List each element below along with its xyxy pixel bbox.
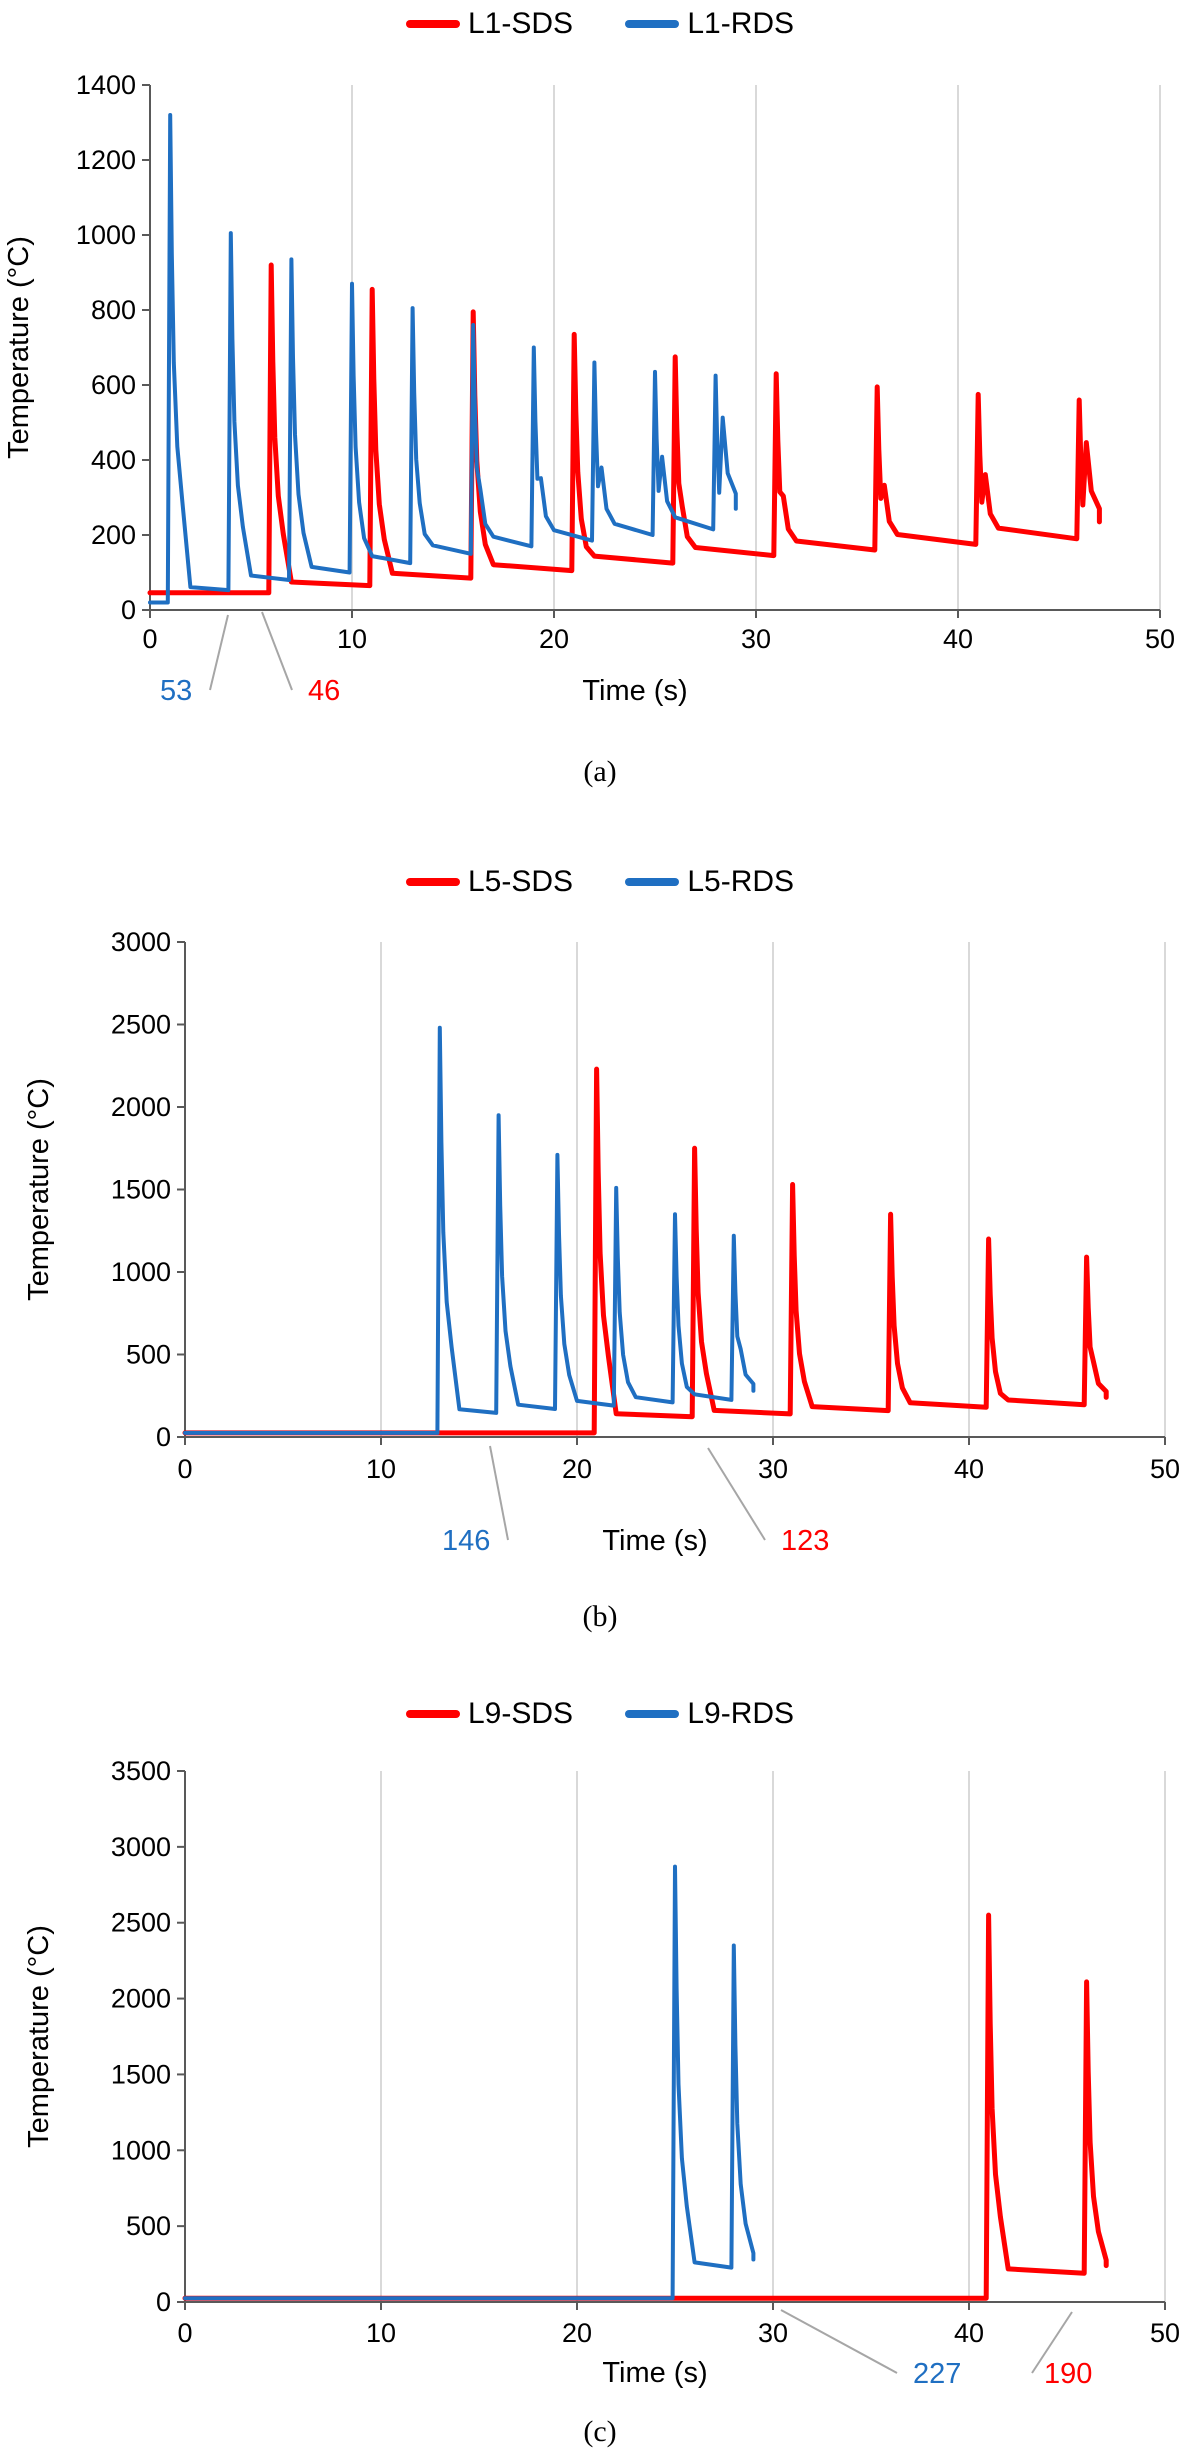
chart-panel-c: L9-SDS L9-RDS 0 500 1000 1500 2000 2500 3000 35… [0, 1680, 1200, 2458]
y-tick-label: 400 [91, 445, 136, 475]
chart-panel-b: L5-SDS L5-RDS 0 500 1000 1500 2000 2500 3000 0 1… [0, 850, 1200, 1660]
x-tick-label: 40 [954, 1454, 984, 1484]
series-line-l5-rds [183, 1025, 756, 1435]
legend-swatch-sds [405, 1710, 460, 1718]
x-tick-label: 50 [1150, 2318, 1180, 2348]
legend-label: L5-SDS [467, 865, 573, 898]
chart-legend: L1-SDS L1-RDS [0, 2, 1200, 41]
y-tick-label: 3500 [111, 1756, 171, 1786]
annotation-label: 123 [781, 1525, 829, 1557]
annotation-label: 146 [442, 1525, 490, 1557]
legend-entry: L1-RDS [625, 7, 794, 41]
y-tick-label: 1400 [76, 70, 136, 100]
legend-entry: L9-SDS [405, 1697, 573, 1731]
x-tick-label: 10 [366, 1454, 396, 1484]
x-tick-label: 40 [943, 624, 973, 654]
figure-caption: (c) [583, 2415, 617, 2448]
x-axis-label: Time (s) [602, 2357, 707, 2389]
chart-svg: 0 500 1000 1500 2000 2500 3000 0 10 20 30 40 50 Time … [23, 927, 1180, 1557]
legend-swatch-rds [625, 1710, 680, 1718]
y-tick-label: 1200 [76, 145, 136, 175]
y-tick-label: 2000 [111, 1984, 171, 2014]
legend-swatch-rds [625, 20, 680, 28]
series-line-l9-sds [182, 1912, 1109, 2301]
chart-svg: 0 500 1000 1500 2000 2500 3000 3500 0 10 20 30 40 50 T… [23, 1756, 1180, 2390]
y-tick-label: 0 [156, 1422, 171, 1452]
x-axis-label: Time (s) [582, 675, 687, 707]
x-tick-label: 30 [758, 2318, 788, 2348]
annotation-label: 53 [160, 675, 192, 707]
legend-entry: L9-RDS [625, 1697, 794, 1731]
y-tick-label: 1000 [76, 220, 136, 250]
y-tick-label: 2500 [111, 1010, 171, 1040]
y-tick-label: 1500 [111, 1175, 171, 1205]
annotation-leader [780, 2309, 898, 2374]
y-tick-label: 3000 [111, 1832, 171, 1862]
series-line-l9-rds [183, 1864, 756, 2301]
annotation-label: 46 [308, 675, 340, 707]
chart-legend: L9-SDS L9-RDS [0, 1692, 1200, 1731]
annotation-leader [261, 611, 293, 691]
annotation-label: 227 [913, 2358, 961, 2390]
series-line-l1-rds [148, 113, 738, 605]
legend-label: L9-RDS [687, 1697, 795, 1730]
y-axis-label: Temperature (°C) [23, 1078, 55, 1301]
series-line-l1-sds [147, 262, 1102, 596]
annotation-leader [1031, 2311, 1073, 2374]
y-tick-label: 1500 [111, 2059, 171, 2089]
legend-entry: L5-RDS [625, 865, 794, 899]
legend-entry: L5-SDS [405, 865, 573, 899]
x-tick-label: 0 [142, 624, 157, 654]
legend-label: L1-SDS [467, 7, 573, 40]
y-axis-label: Temperature (°C) [3, 236, 35, 459]
annotation-leader [489, 1445, 509, 1541]
annotation-leader [707, 1447, 766, 1541]
y-tick-label: 1000 [111, 2135, 171, 2165]
chart-panel-a: L1-SDS L1-RDS 0 200 400 600 800 1000 1200 1400 0… [0, 0, 1200, 810]
figure-caption: (a) [583, 755, 617, 788]
x-axis-label: Time (s) [602, 1525, 707, 1557]
annotation-label: 190 [1044, 2358, 1092, 2390]
y-tick-label: 800 [91, 295, 136, 325]
x-tick-label: 10 [337, 624, 367, 654]
y-tick-label: 2500 [111, 1908, 171, 1938]
figure-caption: (b) [582, 1600, 618, 1633]
chart-legend: L5-SDS L5-RDS [0, 860, 1200, 899]
annotation-leader [209, 614, 229, 691]
y-tick-label: 500 [126, 2211, 171, 2241]
x-tick-label: 30 [741, 624, 771, 654]
x-tick-label: 30 [758, 1454, 788, 1484]
x-tick-label: 20 [562, 1454, 592, 1484]
legend-label: L5-RDS [687, 865, 795, 898]
x-tick-label: 40 [954, 2318, 984, 2348]
x-tick-label: 0 [177, 1454, 192, 1484]
x-tick-label: 0 [177, 2318, 192, 2348]
series-line-l5-sds [182, 1066, 1109, 1436]
legend-swatch-sds [405, 878, 460, 886]
y-tick-label: 0 [121, 595, 136, 625]
x-tick-label: 50 [1150, 1454, 1180, 1484]
y-tick-label: 1000 [111, 1257, 171, 1287]
x-tick-label: 20 [562, 2318, 592, 2348]
y-tick-label: 2000 [111, 1092, 171, 1122]
y-tick-label: 500 [126, 1340, 171, 1370]
y-tick-label: 600 [91, 370, 136, 400]
x-tick-label: 20 [539, 624, 569, 654]
legend-label: L1-RDS [687, 7, 795, 40]
x-tick-label: 50 [1145, 624, 1175, 654]
chart-svg: 0 200 400 600 800 1000 1200 1400 0 10 20 30 40 50 Time… [3, 70, 1175, 707]
legend-swatch-sds [405, 20, 460, 28]
y-tick-label: 200 [91, 520, 136, 550]
legend-swatch-rds [625, 878, 680, 886]
y-tick-label: 3000 [111, 927, 171, 957]
x-tick-label: 10 [366, 2318, 396, 2348]
y-tick-label: 0 [156, 2287, 171, 2317]
legend-entry: L1-SDS [405, 7, 573, 41]
y-axis-label: Temperature (°C) [23, 1925, 55, 2148]
legend-label: L9-SDS [467, 1697, 573, 1730]
